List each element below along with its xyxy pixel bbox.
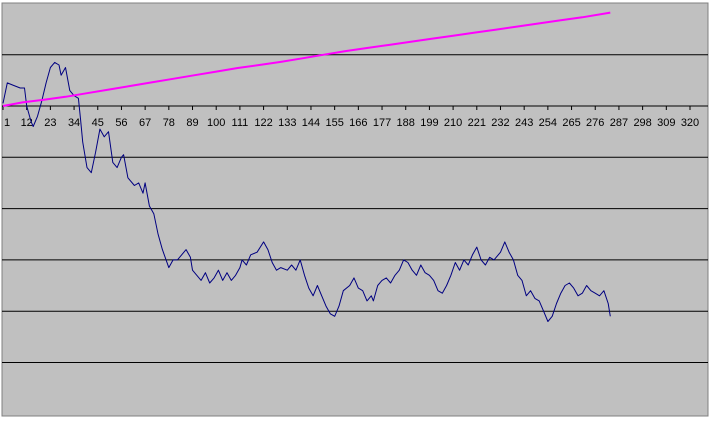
x-tick-label: 188 <box>397 117 415 129</box>
x-tick-label: 45 <box>92 117 104 129</box>
gridlines <box>2 54 708 363</box>
x-tick-label: 287 <box>610 117 628 129</box>
x-tick-label: 12 <box>21 117 33 129</box>
x-tick-label: 34 <box>68 117 80 129</box>
series-line-2 <box>2 11 611 107</box>
x-tick-label: 133 <box>278 117 296 129</box>
x-tick-label: 177 <box>373 117 391 129</box>
x-tick-label: 210 <box>444 117 462 129</box>
x-tick-label: 122 <box>254 117 272 129</box>
plot-area <box>1 2 709 417</box>
x-tick-label: 144 <box>302 117 320 129</box>
x-tick-label: 254 <box>539 117 557 129</box>
x-tick-label: 199 <box>420 117 438 129</box>
x-tick-label: 243 <box>515 117 533 129</box>
series-group <box>2 11 611 322</box>
x-tick-label: 265 <box>562 117 580 129</box>
x-tick-label: 89 <box>186 117 198 129</box>
x-tick-label: 276 <box>586 117 604 129</box>
x-tick-label: 78 <box>163 117 175 129</box>
x-tick-label: 100 <box>207 117 225 129</box>
x-tick-label: 23 <box>44 117 56 129</box>
x-tick-label: 232 <box>491 117 509 129</box>
x-tick-label: 1 <box>4 117 10 129</box>
x-tick-label: 56 <box>115 117 127 129</box>
x-tick-label: 298 <box>633 117 651 129</box>
x-tick-label: 309 <box>657 117 675 129</box>
x-tick-label: 320 <box>681 117 699 129</box>
x-tick-label: 155 <box>325 117 343 129</box>
x-axis <box>2 105 708 110</box>
x-tick-label: 67 <box>139 117 151 129</box>
x-tick-label: 221 <box>468 117 486 129</box>
x-tick-labels: 1 12 23 34 45 56 67 78 89 100 111 122 133 144 155 166 17… <box>4 117 699 129</box>
x-tick-label: 166 <box>349 117 367 129</box>
series-line-1 <box>2 61 611 322</box>
x-tick-label: 111 <box>232 117 249 129</box>
